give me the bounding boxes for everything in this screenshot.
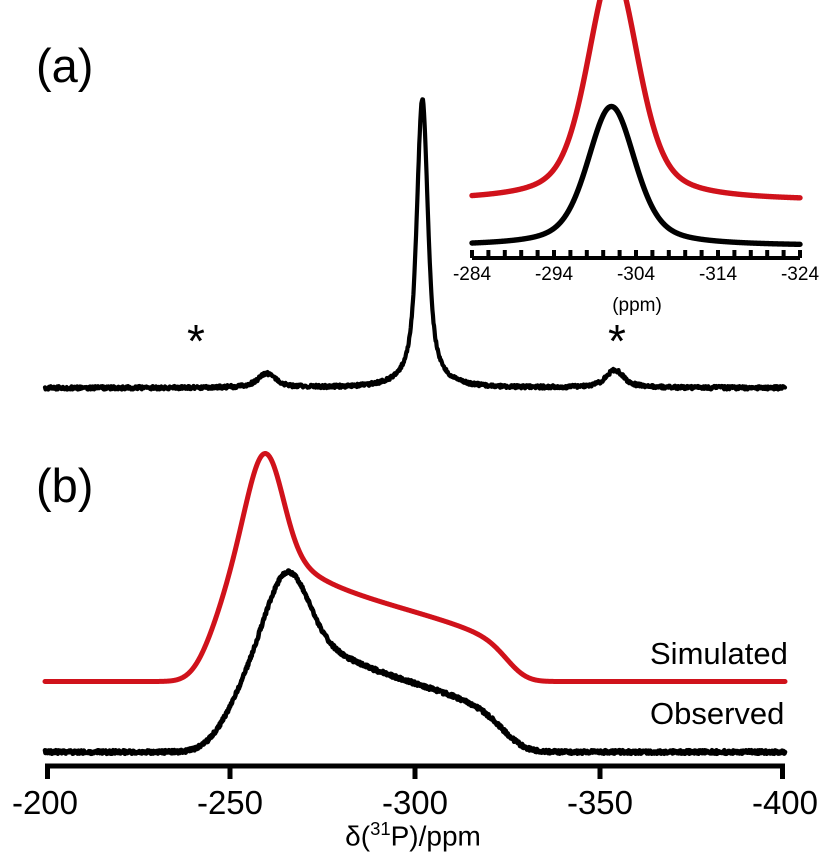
inset-axis [470, 250, 802, 260]
inset-tick-neg304: -304 [616, 264, 656, 285]
x-axis-tick-neg400: -400 [751, 784, 819, 821]
inset-tick-neg314: -314 [698, 264, 738, 285]
main-x-axis [45, 763, 785, 779]
inset-observed-trace [469, 103, 803, 248]
axis-title-isotope: 31 [370, 818, 391, 839]
x-axis-tick-neg250: -250 [196, 784, 264, 821]
panel-a-label: (a) [36, 39, 94, 92]
x-axis-tick-neg350: -350 [566, 784, 634, 821]
panel-b-observed-trace [42, 568, 788, 757]
observed-curve-label: Observed [650, 696, 785, 731]
x-axis-tick-neg300: -300 [381, 784, 449, 821]
inset-tick-neg284: -284 [452, 264, 492, 285]
inset-traces [469, 0, 803, 248]
panel-a-traces [42, 97, 788, 392]
inset-simulated-trace [469, 0, 803, 201]
inset-tick-neg294: -294 [534, 264, 574, 285]
axis-title-delta: δ( [345, 820, 371, 852]
inset-tick-neg324: -324 [780, 264, 820, 285]
sideband-asterisk-left: * [187, 315, 205, 367]
panel-b-traces [42, 451, 788, 757]
x-axis-tick-neg200: -200 [11, 784, 79, 821]
sideband-asterisk-right: * [608, 315, 626, 367]
x-axis-title: δ(31P)/ppm [345, 818, 481, 852]
axis-title-tail: P)/ppm [390, 820, 481, 852]
panel-b-label: (b) [36, 459, 94, 512]
simulated-curve-label: Simulated [650, 636, 788, 671]
inset-unit-label: (ppm) [612, 295, 662, 316]
panel-a-observed-trace [42, 97, 788, 392]
panel-b-simulated-trace [42, 451, 788, 684]
